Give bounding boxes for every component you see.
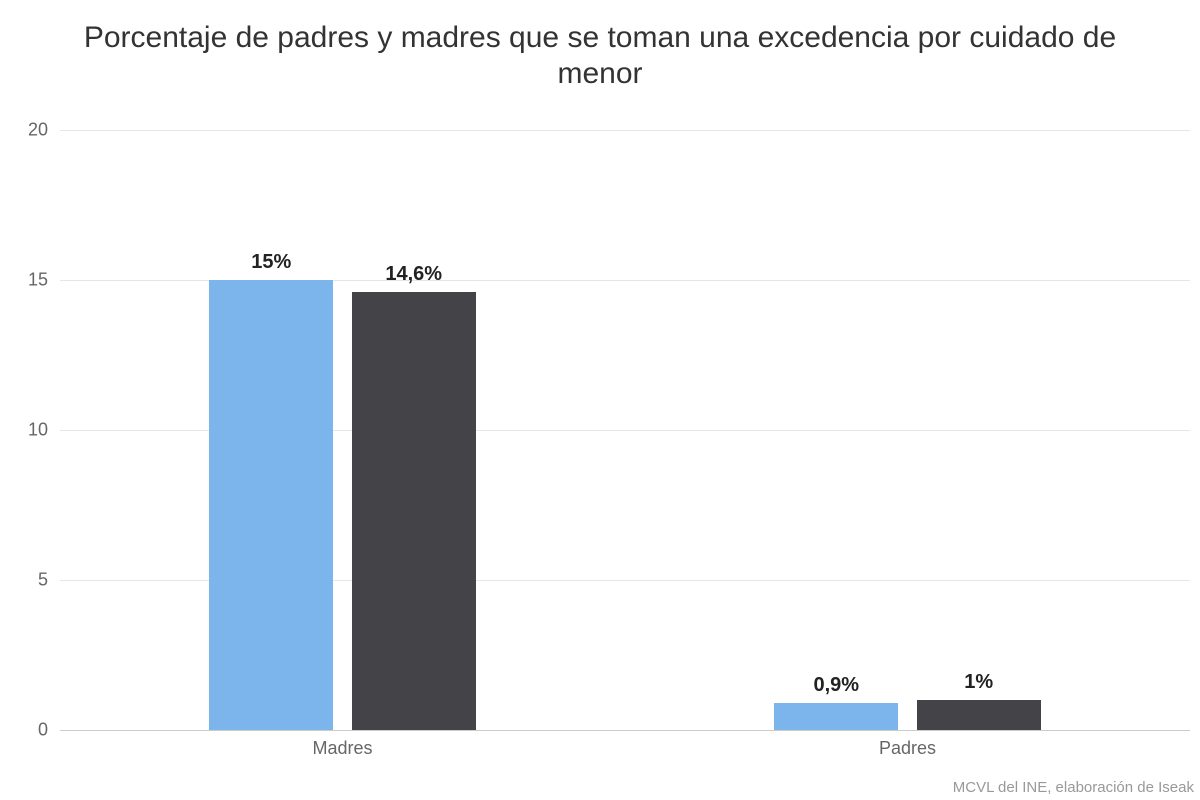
bar: [917, 700, 1041, 730]
chart-title: Porcentaje de padres y madres que se tom…: [0, 0, 1200, 102]
y-axis-tick: 10: [28, 420, 60, 441]
gridline: [60, 730, 1190, 731]
x-axis-tick: Padres: [879, 730, 936, 759]
gridline: [60, 130, 1190, 131]
x-axis-tick: Madres: [312, 730, 372, 759]
bar-value-label: 1%: [964, 671, 993, 700]
y-axis-tick: 5: [38, 570, 60, 591]
y-axis-tick: 0: [38, 720, 60, 741]
source-caption: MCVL del INE, elaboración de Iseak: [953, 779, 1194, 796]
bar: [352, 292, 476, 730]
bar-value-label: 14,6%: [385, 263, 442, 292]
bar: [774, 703, 898, 730]
bar-value-label: 15%: [251, 251, 291, 280]
chart-container: Porcentaje de padres y madres que se tom…: [0, 0, 1200, 800]
y-axis-tick: 15: [28, 270, 60, 291]
bar: [209, 280, 333, 730]
y-axis-tick: 20: [28, 120, 60, 141]
bar-value-label: 0,9%: [814, 674, 860, 703]
plot-area: 05101520Madres15%14,6%Padres0,9%1%: [60, 130, 1190, 730]
